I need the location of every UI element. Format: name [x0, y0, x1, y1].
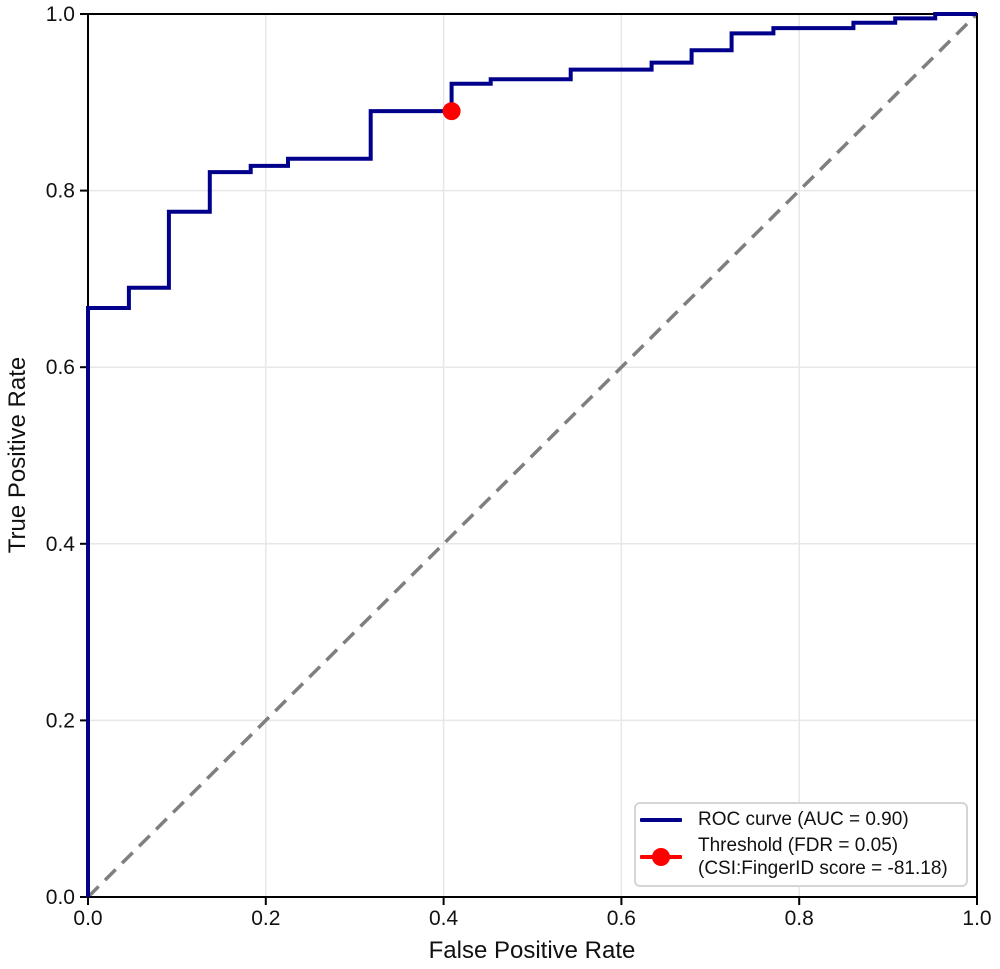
threshold-legend-line2: (CSI:FingerID score = -81.18): [698, 858, 948, 879]
legend: ROC curve (AUC = 0.90) Threshold (FDR = …: [634, 802, 968, 887]
y-tick-label: 0.0: [46, 886, 75, 909]
threshold-legend-line1: Threshold (FDR = 0.05): [698, 835, 899, 856]
x-tick-label: 0.8: [785, 907, 814, 930]
y-tick-label: 0.2: [46, 709, 75, 732]
x-axis-label: False Positive Rate: [429, 937, 636, 964]
x-tick-label: 0.2: [251, 907, 280, 930]
threshold-legend-label: Threshold (FDR = 0.05) (CSI:FingerID sco…: [698, 834, 948, 880]
roc-curve-legend-swatch: [640, 817, 682, 822]
tick-layer: 0.0 0.2 0.4 0.6 0.8 1.0 0.0 0.2 0.4 0.6 0.8 1.0: [46, 3, 992, 930]
legend-row-threshold: Threshold (FDR = 0.05) (CSI:FingerID sco…: [640, 834, 958, 880]
grid-layer: [88, 14, 977, 897]
y-tick-label: 0.6: [46, 356, 75, 379]
roc-curve: [86, 12, 977, 897]
y-tick-label: 1.0: [46, 3, 75, 26]
y-tick-label: 0.8: [46, 180, 75, 203]
plot-layer: [86, 12, 979, 899]
x-tick-label: 0.6: [607, 907, 636, 930]
legend-row-roc: ROC curve (AUC = 0.90): [640, 808, 958, 831]
roc-curve-legend-label: ROC curve (AUC = 0.90): [698, 809, 909, 830]
x-tick-label: 0.4: [429, 907, 459, 930]
y-axis-label: True Positive Rate: [4, 357, 31, 554]
x-tick-label: 0.0: [73, 907, 102, 930]
x-tick-label: 1.0: [962, 907, 991, 930]
threshold-point: [442, 102, 461, 121]
chance-diagonal-line: [86, 12, 979, 899]
threshold-marker-icon: [652, 848, 670, 866]
threshold-legend-swatch: [640, 848, 682, 866]
y-tick-label: 0.4: [46, 533, 76, 556]
